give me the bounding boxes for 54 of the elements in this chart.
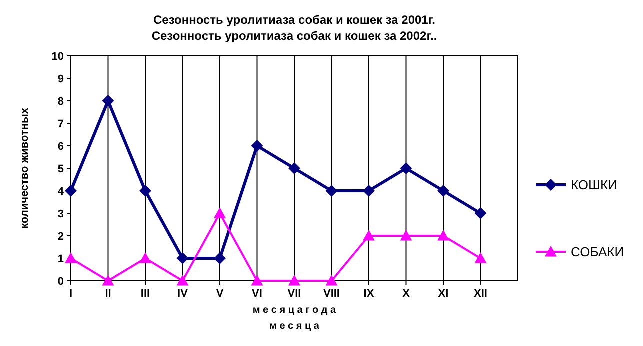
y-tick-label: 3	[58, 208, 64, 220]
x-tick-label: IX	[364, 288, 375, 300]
point	[363, 185, 375, 197]
x-tick-label: I	[69, 288, 73, 300]
point	[65, 252, 77, 264]
x-tick-label: III	[140, 288, 150, 300]
point	[65, 185, 77, 197]
legend-label: КОШКИ	[571, 178, 618, 193]
y-tick-label: 6	[58, 140, 64, 153]
point	[438, 230, 450, 241]
point	[251, 275, 264, 286]
point	[214, 252, 226, 264]
point	[400, 162, 412, 174]
point	[326, 275, 338, 286]
point	[102, 275, 114, 286]
x-tick-label: X	[402, 288, 411, 300]
x-tick-label: XII	[474, 288, 488, 300]
y-tick-label: 5	[58, 163, 64, 176]
chart-title: Сезонность уролитиаза собак и кошек за 2001г.	[153, 13, 436, 27]
y-tick-label: 1	[58, 253, 64, 266]
point	[288, 162, 300, 174]
point	[288, 275, 300, 286]
point	[474, 208, 487, 220]
x-tick-label: VI	[252, 288, 262, 300]
point	[176, 252, 189, 264]
text: м е с я ц а г о д а	[252, 305, 337, 316]
x-tick-label: II	[105, 288, 112, 300]
x-tick-label: V	[216, 288, 224, 300]
point	[140, 252, 152, 264]
x-tick-label: VIII	[323, 288, 340, 300]
point	[214, 208, 226, 218]
y-tick-label: 8	[58, 96, 64, 108]
x-tick-label: IV	[178, 288, 189, 300]
y-axis-title: количество животных	[19, 107, 31, 229]
y-tick-label: 0	[58, 276, 64, 288]
y-tick-label: 10	[52, 50, 64, 63]
point	[176, 275, 189, 286]
y-tick-label: 4	[58, 186, 65, 198]
point	[102, 95, 114, 107]
point	[363, 230, 375, 241]
x-tick-label: VII	[288, 288, 302, 300]
legend-label: СОБАКИ	[571, 244, 624, 260]
point	[400, 230, 412, 241]
y-tick-label: 2	[58, 230, 64, 243]
point	[474, 252, 487, 264]
y-tick-label: 9	[58, 73, 64, 86]
y-tick-label: 7	[58, 118, 64, 130]
point	[251, 140, 264, 152]
x-axis-title: м е с я ц а	[270, 321, 320, 332]
point	[326, 185, 338, 197]
point	[140, 185, 152, 197]
point	[438, 185, 450, 197]
chart-subtitle: Сезонность уролитиаза собак и кошек за 2002г..	[152, 29, 438, 43]
x-tick-label: XI	[438, 288, 449, 300]
